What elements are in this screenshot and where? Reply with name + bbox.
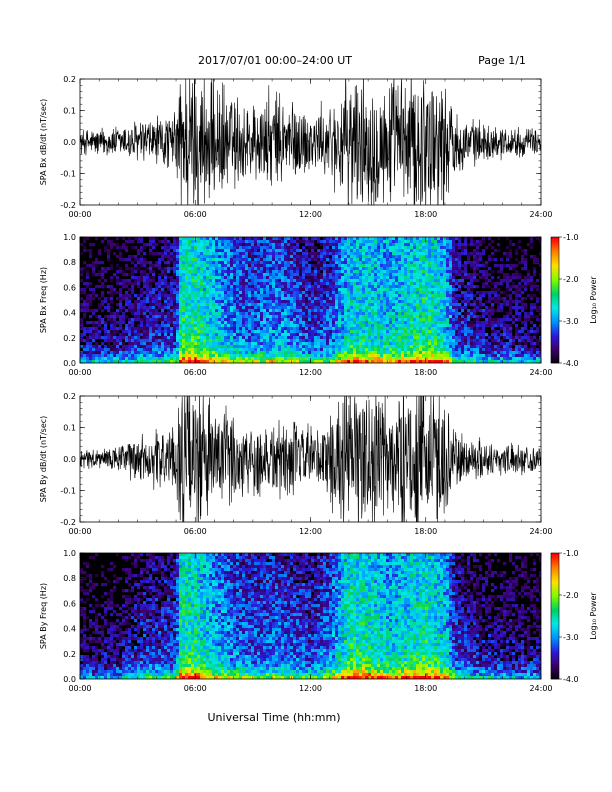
x-tick-label: 24:00 [529, 368, 552, 377]
x-tick-label: 06:00 [184, 210, 207, 219]
waveform-series [80, 396, 541, 522]
y-tick-label: 0.2 [63, 650, 76, 659]
panel-1: 0.2 0.1 0.0 -0.1 -0.200:00 06:00 12:00 18:00 24:… [39, 75, 553, 219]
x-tick-label: 00:00 [68, 527, 91, 536]
y-tick-label: 0.8 [63, 574, 76, 583]
y-tick-label: 0.6 [63, 599, 76, 608]
colorbar-frame [550, 236, 560, 364]
x-tick-label: 00:00 [68, 684, 91, 693]
y-axis-label: SPA By Freq (Hz) [39, 583, 48, 649]
x-tick-label: 24:00 [529, 527, 552, 536]
y-tick-label: 0.2 [63, 75, 76, 84]
y-tick-label: 0.1 [63, 107, 76, 116]
y-tick-label: -0.2 [60, 201, 76, 210]
y-tick-label: 0.0 [63, 138, 76, 147]
colorbar-tick-label: -2.0 [563, 275, 579, 284]
panel-2: -1.0 -2.0 -3.0 -4.0 Log₁₀ Power 1.0 0.8 0.6 0.4 0… [39, 233, 598, 377]
y-tick-label: 0.0 [63, 359, 76, 368]
page-number: Page 1/1 [478, 54, 526, 67]
x-tick-label: 12:00 [299, 368, 322, 377]
chart-title: 2017/07/01 00:00–24:00 UT [198, 54, 352, 67]
y-tick-label: 0.1 [63, 424, 76, 433]
x-tick-label: 24:00 [529, 210, 552, 219]
panel-4: -1.0 -2.0 -3.0 -4.0 Log₁₀ Power 1.0 0.8 0.6 0.4 0… [39, 549, 598, 693]
x-tick-label: 06:00 [184, 368, 207, 377]
colorbar-label: Log₁₀ Power [589, 276, 598, 324]
x-tick-label: 18:00 [414, 684, 437, 693]
x-tick-label: 00:00 [68, 368, 91, 377]
y-tick-label: -0.2 [60, 518, 76, 527]
x-tick-label: 24:00 [529, 684, 552, 693]
y-tick-label: -0.1 [60, 487, 76, 496]
spectrogram-image [80, 553, 541, 679]
colorbar-tick-label: -3.0 [563, 317, 579, 326]
y-tick-label: 1.0 [63, 549, 76, 558]
colorbar-tick-label: -3.0 [563, 633, 579, 642]
y-tick-label: 1.0 [63, 233, 76, 242]
x-tick-label: 12:00 [299, 210, 322, 219]
x-tick-label: 18:00 [414, 527, 437, 536]
spectrogram-image [80, 237, 541, 363]
colorbar: -1.0 -2.0 -3.0 -4.0 Log₁₀ Power [550, 549, 598, 684]
colorbar-label: Log₁₀ Power [589, 592, 598, 640]
colorbar-tick-label: -4.0 [563, 359, 579, 368]
y-axis-label: SPA By dB/dt (nT/sec) [39, 416, 48, 503]
x-axis-title: Universal Time (hh:mm) [208, 711, 341, 724]
colorbar-tick-label: -1.0 [563, 233, 579, 242]
colorbar-frame [550, 552, 560, 680]
y-axis-label: SPA Bx dB/dt (nT/sec) [39, 99, 48, 186]
x-tick-label: 06:00 [184, 527, 207, 536]
y-tick-label: 0.0 [63, 675, 76, 684]
y-axis-label: SPA Bx Freq (Hz) [39, 267, 48, 333]
x-tick-label: 18:00 [414, 368, 437, 377]
x-tick-label: 06:00 [184, 684, 207, 693]
colorbar-tick-label: -1.0 [563, 549, 579, 558]
y-tick-label: -0.1 [60, 170, 76, 179]
waveform-series [80, 79, 541, 205]
x-tick-label: 18:00 [414, 210, 437, 219]
y-tick-label: 0.2 [63, 392, 76, 401]
y-tick-label: 0.4 [63, 309, 76, 318]
x-tick-label: 12:00 [299, 684, 322, 693]
x-tick-label: 00:00 [68, 210, 91, 219]
y-tick-label: 0.0 [63, 455, 76, 464]
y-tick-label: 0.4 [63, 625, 76, 634]
x-tick-label: 12:00 [299, 527, 322, 536]
colorbar: -1.0 -2.0 -3.0 -4.0 Log₁₀ Power [550, 233, 598, 368]
colorbar-tick-label: -2.0 [563, 591, 579, 600]
y-tick-label: 0.2 [63, 334, 76, 343]
y-tick-label: 0.8 [63, 258, 76, 267]
colorbar-tick-label: -4.0 [563, 675, 579, 684]
y-tick-label: 0.6 [63, 283, 76, 292]
panel-3: 0.2 0.1 0.0 -0.1 -0.200:00 06:00 12:00 18:00 24:… [39, 392, 553, 536]
